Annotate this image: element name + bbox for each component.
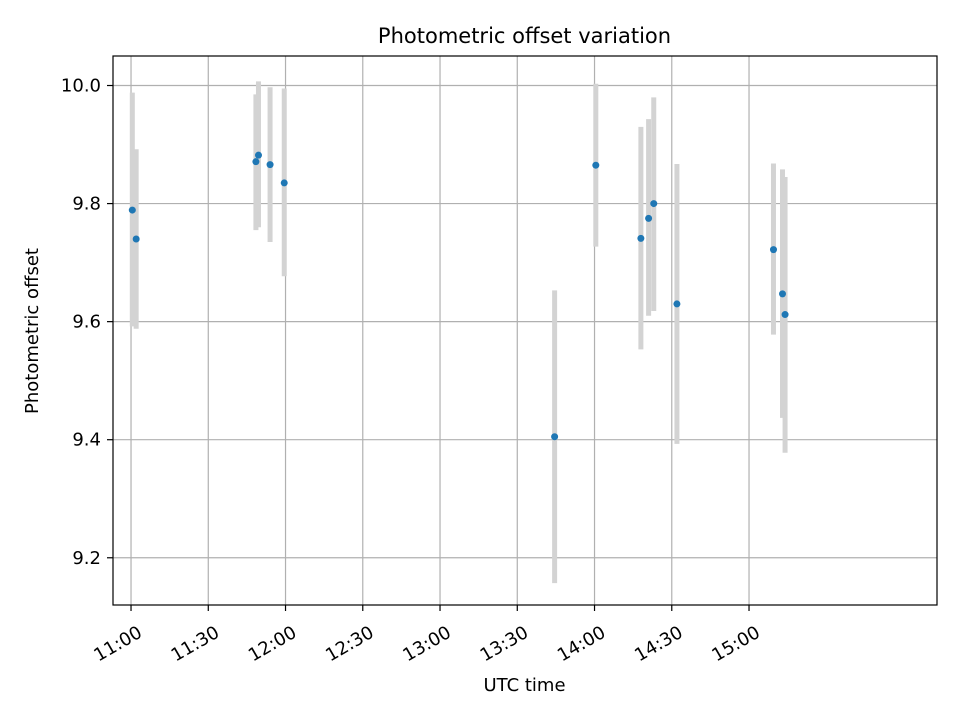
data-point (132, 235, 140, 243)
data-point (252, 158, 260, 166)
chart-title: Photometric offset variation (378, 24, 671, 48)
data-point (645, 214, 653, 222)
y-tick-label: 10.0 (61, 76, 101, 97)
y-tick-label: 9.2 (72, 548, 101, 569)
data-point (254, 151, 262, 159)
data-point (673, 300, 681, 308)
data-point (128, 206, 136, 214)
y-tick-label: 9.8 (72, 194, 101, 215)
plot-area-frame (112, 55, 938, 606)
data-point (592, 161, 600, 169)
data-point (769, 246, 777, 254)
grid (113, 56, 937, 605)
data-point (266, 161, 274, 169)
data-point (551, 433, 559, 441)
y-axis-label: Photometric offset (22, 248, 43, 414)
data-points (128, 151, 789, 441)
y-tick-label: 9.6 (72, 312, 101, 333)
y-axis-ticks: 9.2 9.4 9.6 9.8 10.0 (61, 76, 113, 569)
data-point (650, 200, 658, 208)
x-axis-label: UTC time (483, 675, 565, 696)
data-point (280, 179, 288, 187)
data-point (779, 290, 786, 298)
y-tick-label: 9.4 (72, 430, 101, 451)
data-point (637, 234, 645, 242)
data-point (781, 311, 789, 319)
